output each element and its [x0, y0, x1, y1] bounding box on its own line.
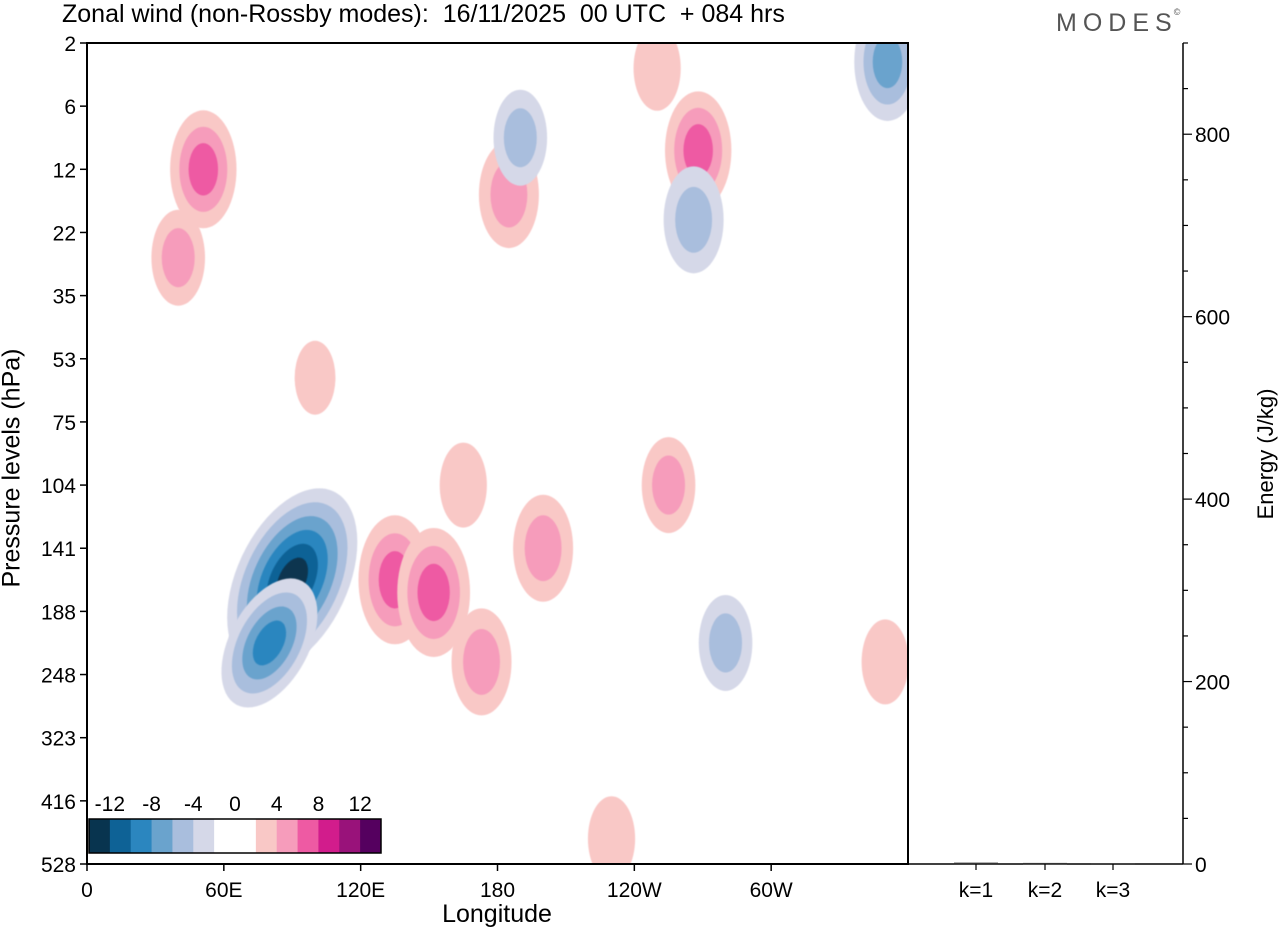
contour-level-patch [161, 228, 195, 288]
y-tick-label: 416 [41, 791, 76, 814]
colorbar-label: -4 [184, 793, 203, 816]
y-tick-label: 188 [41, 601, 76, 624]
colorbar-frame [88, 818, 382, 854]
y-tick-label: 104 [41, 475, 76, 498]
contour-feature [439, 442, 487, 528]
colorbar-swatch [193, 819, 215, 853]
colorbar: -12 -8 -4 0 4 8 12 [88, 793, 382, 854]
y-tick-label: 248 [41, 665, 76, 688]
colorbar-label: 12 [348, 793, 371, 816]
contour-level-patch [524, 515, 562, 582]
copyright-mark: © [1173, 7, 1181, 17]
y-tick-label: 141 [41, 538, 76, 561]
colorbar-swatch [130, 819, 153, 853]
contour-feature [397, 527, 471, 657]
colorbar-swatch [172, 819, 194, 853]
energy-bar-chart: 0 200 400 600 800 k=1 k=2 k=3 [908, 42, 1230, 902]
energy-category-label: k=2 [1028, 879, 1062, 902]
colorbar-label: 0 [229, 793, 241, 816]
colorbar-swatch [339, 819, 361, 853]
y-tick-label: 35 [53, 286, 76, 309]
x-axis: 0 60E 120E 180 120W 60W [81, 864, 793, 902]
colorbar-swatch [235, 819, 257, 853]
y-tick-label: 53 [53, 349, 76, 372]
contour-level-patch [463, 628, 500, 695]
contour-level-patch [683, 124, 713, 177]
energy-tick-label: 800 [1195, 124, 1230, 147]
figure-title: Zonal wind (non-Rossby modes): 16/11/202… [62, 0, 785, 28]
energy-bar [954, 862, 998, 865]
contour-feature [854, 43, 908, 121]
colorbar-label: -8 [142, 793, 161, 816]
contour-level-patch [294, 340, 336, 415]
colorbar-swatch [360, 819, 382, 853]
y-tick-label: 323 [41, 728, 76, 751]
y-tick-label: 12 [53, 159, 76, 182]
contour-feature [170, 110, 237, 229]
colorbar-swatch [109, 819, 132, 853]
energy-tick-label: 400 [1195, 489, 1230, 512]
colorbar-label: 8 [313, 793, 325, 816]
modes-logo: MODES© [1056, 7, 1184, 38]
energy-bar [1023, 862, 1067, 865]
x-tick-label: 60W [750, 879, 793, 902]
colorbar-swatch [89, 819, 111, 853]
x-tick-label: 120E [336, 879, 385, 902]
contour-level-patch [417, 563, 450, 622]
colorbar-swatch [297, 819, 319, 853]
energy-category-label: k=3 [1096, 879, 1130, 902]
contour-feature [698, 594, 753, 691]
y-tick-label: 22 [53, 222, 76, 245]
contour-level-patch [652, 455, 686, 515]
colorbar-swatch [214, 819, 236, 853]
contour-level-patch [633, 43, 681, 111]
colorbar-swatch [255, 819, 278, 853]
contour-feature [221, 578, 318, 708]
x-tick-label: 60E [205, 879, 242, 902]
contour-feature [587, 796, 636, 864]
y-axis: 2 6 12 22 35 53 75 104 141 188 248 323 416 528 [41, 33, 87, 877]
contour-feature [633, 43, 681, 111]
contour-feature [294, 340, 336, 415]
y-tick-label: 528 [41, 854, 76, 877]
colorbar-swatch [151, 819, 173, 853]
contour-feature [493, 89, 548, 186]
contour-level-patch [675, 186, 713, 253]
x-tick-label: 180 [480, 879, 515, 902]
contour-feature [663, 166, 724, 274]
y-tick-label: 6 [64, 96, 76, 119]
energy-tick-label: 200 [1195, 672, 1230, 695]
colorbar-swatch [276, 819, 299, 853]
contour-level-patch [872, 43, 903, 89]
y-tick-label: 2 [64, 33, 76, 56]
colorbar-label: -12 [95, 793, 125, 816]
energy-tick-label: 600 [1195, 307, 1230, 330]
x-tick-label: 120W [607, 879, 662, 902]
contour-feature [451, 608, 512, 716]
contour-level-patch [861, 619, 908, 705]
energy-category-label: k=1 [959, 879, 993, 902]
contour-level-patch [709, 613, 743, 673]
y-tick-label: 75 [53, 412, 76, 435]
energy-tick-label: 0 [1195, 854, 1207, 877]
contour-level-patch [503, 108, 537, 168]
contour-level-patch [587, 796, 636, 864]
contour-feature [513, 494, 574, 602]
colorbar-swatch [318, 819, 340, 853]
x-axis-label: Longitude [442, 900, 552, 928]
contour-feature [151, 209, 206, 306]
x-tick-label: 0 [81, 879, 93, 902]
contour-level-patch [188, 143, 219, 196]
contour-level-patch [439, 442, 487, 528]
contour-level-patch [252, 620, 287, 666]
contour-feature [861, 619, 908, 705]
contour-fields [151, 43, 908, 864]
logo-text: MODES [1056, 9, 1178, 37]
contour-feature [641, 437, 696, 534]
colorbar-label: 4 [271, 793, 283, 816]
